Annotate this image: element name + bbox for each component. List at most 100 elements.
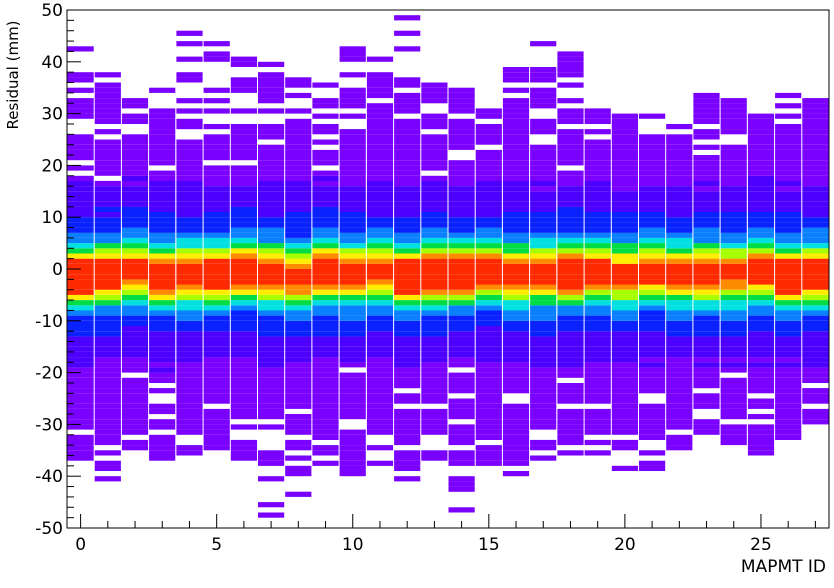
heatmap-cell [258,315,285,321]
heatmap-cell [176,419,203,425]
heatmap-cell [421,289,448,295]
heatmap-cell [67,134,94,140]
heatmap-cell [67,108,94,114]
heatmap-cell [693,377,720,383]
heatmap-cell [693,237,720,244]
heatmap-cell [448,165,475,171]
heatmap-cell [285,439,312,446]
heatmap-cell [502,155,530,161]
heatmap-cell [639,139,666,145]
heatmap-cell [720,326,747,332]
heatmap-cell [502,377,530,383]
heatmap-cell [176,398,203,404]
heatmap-cell [366,92,394,99]
heatmap-cell [339,46,366,52]
heatmap-cell [448,294,475,301]
heatmap-cell [530,320,557,326]
x-axis-label: MAPMT ID [741,557,826,577]
heatmap-cell [448,300,475,306]
x-tick-label: 5 [211,535,222,555]
heatmap-cell [557,398,584,404]
heatmap-cell [720,191,747,197]
heatmap-cell [339,300,366,306]
heatmap-cell [203,227,230,233]
heatmap-cell [203,263,230,269]
heatmap-cell [312,424,339,430]
heatmap-cell [230,108,257,114]
heatmap-cell [502,414,530,420]
heatmap-cell [611,403,638,409]
heatmap-cell [149,367,176,373]
heatmap-cell [203,445,230,451]
heatmap-cell [121,393,149,399]
heatmap-cell [258,165,285,171]
heatmap-cell [312,175,339,181]
heatmap-cell [639,450,666,456]
heatmap-cell [720,149,747,156]
heatmap-cell [258,383,285,389]
heatmap-cell [258,305,285,311]
heatmap-cell [121,445,149,451]
heatmap-cell [530,310,557,316]
heatmap-cell [67,180,94,187]
heatmap-cell [258,222,285,228]
heatmap-cell [149,377,176,383]
heatmap-cell [312,377,339,383]
heatmap-cell [747,113,775,119]
heatmap-cell [121,320,149,326]
heatmap-cell [666,253,693,259]
heatmap-cell [530,279,557,285]
heatmap-cell [557,248,584,254]
heatmap-cell [666,201,693,207]
heatmap-cell [747,222,775,228]
heatmap-cell [775,408,802,415]
heatmap-cell [530,419,557,425]
heatmap-cell [230,346,257,352]
heatmap-cell [611,388,638,394]
heatmap-cell [258,72,285,78]
heatmap-cell [203,124,230,130]
heatmap-cell [611,383,638,389]
heatmap-cell [339,351,366,358]
heatmap-cell [693,191,720,197]
heatmap-cell [747,274,775,280]
heatmap-cell [775,186,802,192]
heatmap-cell [802,248,829,254]
heatmap-cell [67,77,94,83]
heatmap-cell [149,341,176,347]
heatmap-cell [802,367,829,373]
heatmap-cell [747,414,775,420]
heatmap-cell [666,279,693,285]
heatmap-cell [611,346,638,352]
heatmap-cell [747,289,775,295]
heatmap-cell [366,403,394,409]
heatmap-cell [149,180,176,187]
heatmap-cell [149,351,176,358]
heatmap-cell [421,377,448,383]
heatmap-cell [530,284,557,290]
heatmap-cell [530,289,557,295]
heatmap-cell [67,310,94,316]
heatmap-cell [312,450,339,456]
heatmap-cell [258,124,285,130]
heatmap-cell [584,362,611,368]
heatmap-cell [258,310,285,316]
heatmap-cell [230,450,257,456]
heatmap-cell [611,362,638,368]
heatmap-cell [720,118,747,124]
heatmap-cell [448,481,475,487]
heatmap-cell [312,294,339,301]
heatmap-cell [285,367,312,373]
heatmap-cell [94,263,121,269]
heatmap-cell [611,351,638,358]
heatmap-cell [258,357,285,363]
heatmap-cell [421,212,448,218]
heatmap-cell [475,367,502,373]
heatmap-cell [639,367,666,373]
heatmap-cell [366,134,394,140]
heatmap-cell [230,398,257,404]
heatmap-cell [94,289,121,295]
heatmap-cell [720,279,747,285]
heatmap-cell [176,227,203,233]
heatmap-cell [203,424,230,430]
